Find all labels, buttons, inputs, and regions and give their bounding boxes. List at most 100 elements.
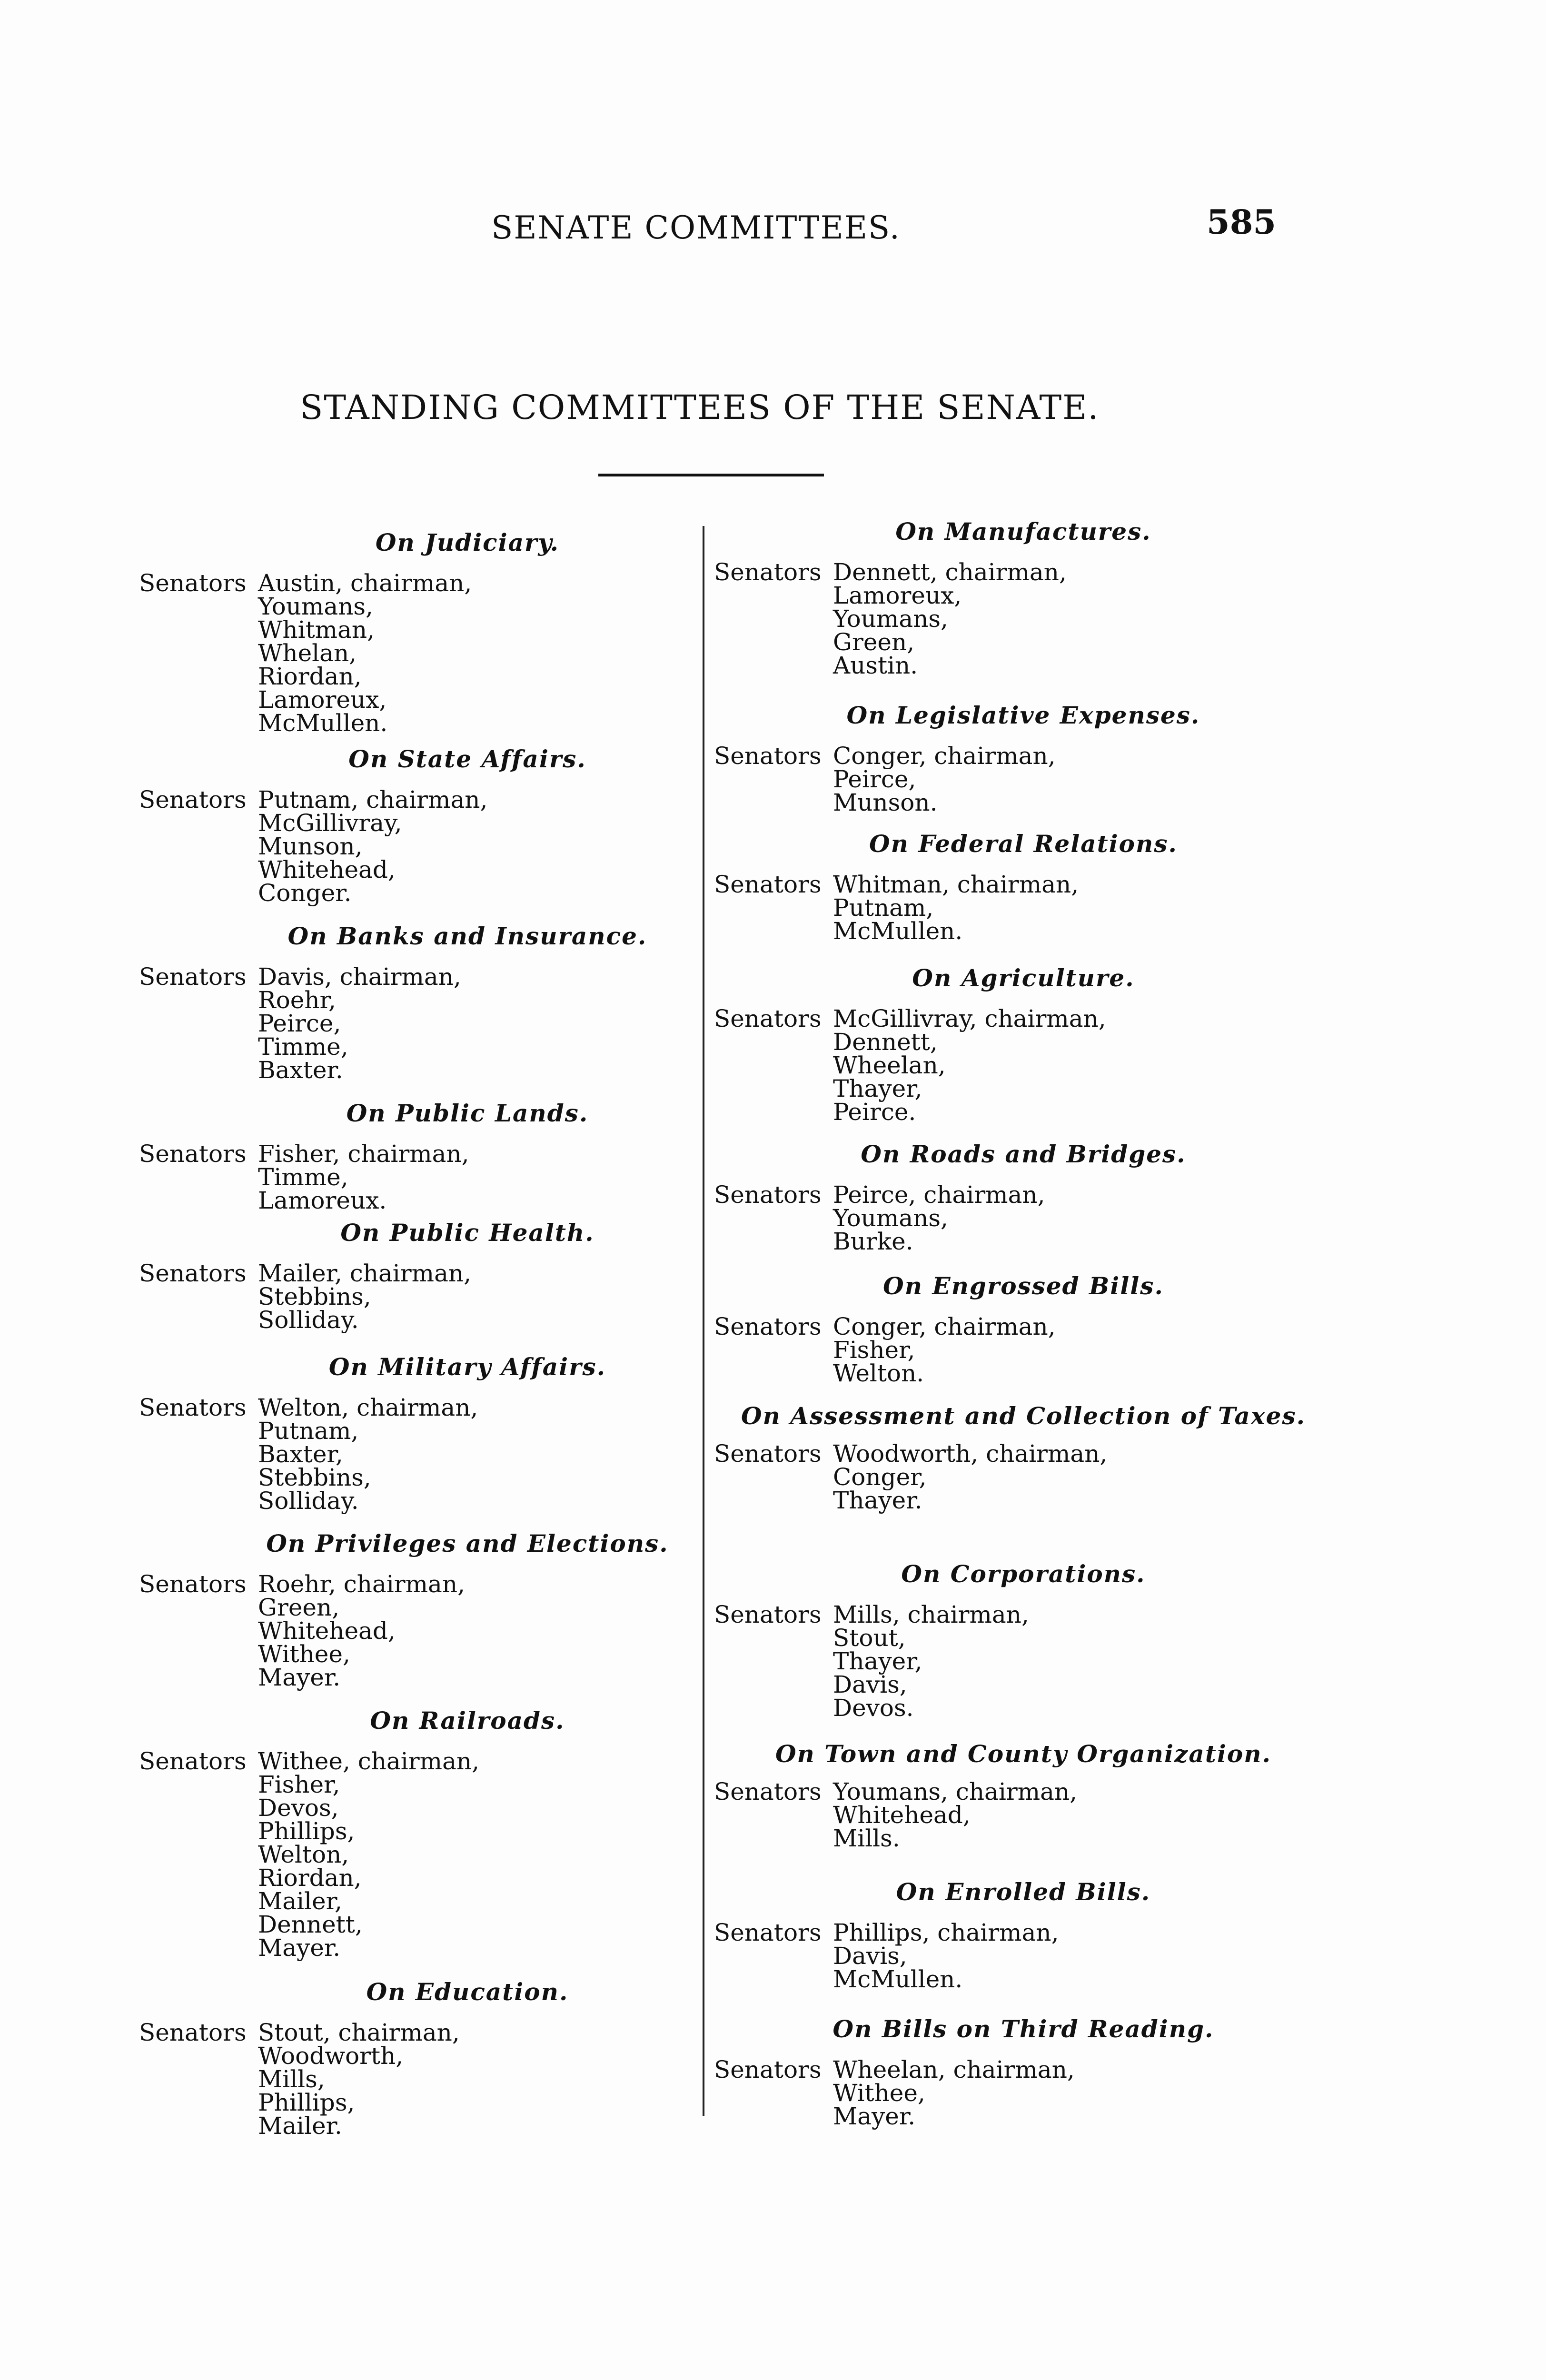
member-name: Woodworth, chairman, [833,1440,1108,1468]
member-name: McGillivray, chairman, [833,1005,1106,1032]
member-name: Whitman, [258,616,375,644]
member-name: Phillips, [258,2089,355,2116]
member-name: Mills, chairman, [833,1601,1029,1628]
committee-heading: On Engrossed Bills. [883,1272,1164,1300]
committee-heading: On Assessment and Collection of Taxes. [741,1402,1306,1430]
page-number: 585 [1207,202,1277,242]
member-name: Youmans, [833,1204,948,1232]
member-name: Munson, [258,833,363,860]
senators-label: Senators [714,1778,822,1805]
member-name: Wheelan, [833,1051,946,1079]
committee-block: On Judiciary. Senators Austin, chairman, Yo… [139,531,796,735]
committee-heading: On Judiciary. [375,528,560,556]
member-name: Whitman, chairman, [833,871,1079,898]
senators-label: Senators [139,2019,247,2046]
page-title: STANDING COMMITTEES OF THE SENATE. [300,388,1100,427]
member-name: Youmans, [258,593,373,620]
member-name: Withee, [258,1640,350,1668]
member-name: Devos, [258,1794,339,1822]
member-name: Dennett, chairman, [833,558,1067,586]
committee-heading: On Roads and Bridges. [861,1140,1186,1168]
member-name: Whelan, [258,639,357,667]
member-name: Thayer. [833,1487,922,1514]
member-name: Mayer. [833,2102,916,2130]
member-name: Austin. [833,652,918,679]
member-name: Lamoreux. [258,1187,387,1214]
member-name: McGillivray, [258,809,402,837]
committee-block: On Privileges and Elections. Senators Roeh… [139,1532,796,1691]
committee-heading: On Legislative Expenses. [846,701,1200,729]
member-name: Davis, [833,1671,907,1698]
member-name: Mills, [258,2065,325,2093]
member-name: Mailer, [258,1887,342,1915]
committee-block: On Corporations. Senators Mills, chairman,… [714,1562,1333,1720]
member-name: Stout, chairman, [258,2019,460,2046]
member-name: Dennett, [833,1028,938,1056]
member-name: Green, [833,628,915,656]
member-name: Phillips, [258,1817,355,1845]
member-name: Mayer. [258,1934,341,1962]
member-name: Baxter. [258,1056,343,1084]
senators-label: Senators [139,963,247,991]
member-name: Roehr, [258,986,336,1014]
member-name: Wheelan, chairman, [833,2056,1075,2083]
committee-block: On Manufactures. Senators Dennett, chairma… [714,517,1333,679]
member-name: Peirce. [833,1098,916,1126]
member-name: Austin, chairman, [258,569,472,597]
committee-heading: On Manufactures. [895,517,1151,545]
member-name: Youmans, [833,605,948,633]
committee-block: On Enrolled Bills. Senators Phillips, chai… [714,1878,1333,1992]
member-name: Phillips, chairman, [833,1919,1059,1946]
committee-block: On Engrossed Bills. Senators Conger, chair… [714,1272,1333,1387]
member-name: Timme, [258,1163,348,1191]
member-name: Whitehead, [258,856,396,883]
title-rule [598,474,824,476]
senators-label: Senators [714,742,822,770]
member-name: Fisher, [833,1336,915,1364]
member-name: Welton. [833,1359,924,1387]
committee-heading: On Bills on Third Reading. [832,2015,1214,2043]
member-name: Green, [258,1594,340,1621]
member-name: Whitehead, [833,1801,971,1829]
member-name: Withee, [833,2079,925,2107]
member-name: Stebbins, [258,1283,371,1310]
senators-label: Senators [714,2056,822,2083]
member-name: Putnam, chairman, [258,786,488,813]
committee-block: On Federal Relations. Senators Whitman, ch… [714,832,1333,943]
committee-heading: On Public Health. [340,1219,595,1247]
member-name: Mayer. [258,1664,341,1691]
member-name: Conger, [833,1463,927,1491]
member-name: Youmans, chairman, [833,1778,1078,1805]
committee-block: On Bills on Third Reading. Senators Wheela… [714,2015,1333,2130]
committee-heading: On Agriculture. [912,964,1135,992]
senators-label: Senators [714,558,822,586]
column-divider [703,526,704,2116]
senators-label: Senators [714,1005,822,1032]
senators-label: Senators [714,1440,822,1468]
senators-label: Senators [139,1570,247,1598]
committee-block: On Public Lands. Senators Fisher, chairman… [139,1101,796,1214]
member-name: Mailer. [258,2112,342,2140]
committee-block: On Roads and Bridges. Senators Peirce, cha… [714,1140,1333,1254]
member-name: Baxter, [258,1440,343,1468]
committee-heading: On Education. [366,1978,569,2006]
senators-label: Senators [714,1601,822,1628]
committee-block: On State Affairs. Senators Putnam, chairma… [139,747,796,905]
senators-label: Senators [139,569,247,597]
senators-label: Senators [714,871,822,898]
member-name: Conger, chairman, [833,742,1056,770]
committee-block: On Education. Senators Stout, chairman, Woo… [139,1980,796,2138]
committee-heading: On Enrolled Bills. [896,1878,1151,1906]
member-name: Whitehead, [258,1617,396,1645]
committee-block: On Banks and Insurance. Senators Davis, ch… [139,924,796,1082]
member-name: Peirce, [258,1010,341,1037]
member-name: Withee, chairman, [258,1747,479,1775]
member-name: Solliday. [258,1487,359,1515]
member-name: Solliday. [258,1306,359,1334]
member-name: Devos. [833,1694,914,1722]
senators-label: Senators [139,1747,247,1775]
senators-label: Senators [139,786,247,813]
member-name: Peirce, [833,765,916,793]
committee-heading: On State Affairs. [348,745,586,773]
member-name: Dennett, [258,1911,363,1938]
